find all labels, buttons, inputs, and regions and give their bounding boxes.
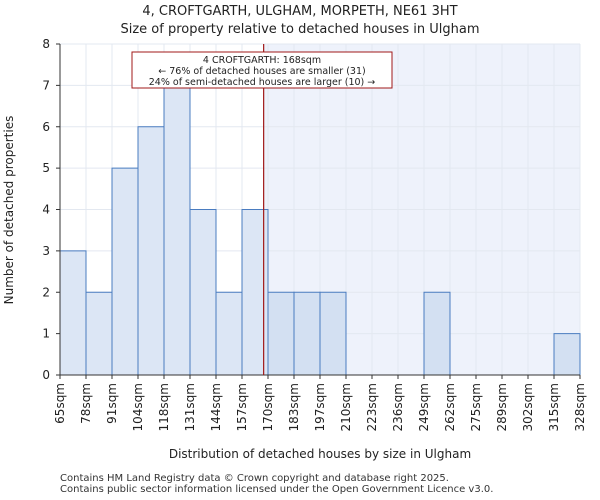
bar-chart: 4, CROFTGARTH, ULGHAM, MORPETH, NE61 3HT… — [2, 4, 587, 461]
bar-5 — [189, 209, 217, 376]
x-tick-label-10: 197sqm — [313, 383, 327, 431]
y-tick-label-1: 1 — [42, 327, 50, 341]
x-tick-label-8: 170sqm — [261, 383, 275, 431]
annotation-line-1: 4 CROFTGARTH: 168sqm — [203, 55, 321, 66]
x-tick-label-18: 302sqm — [521, 383, 535, 431]
annotation-box — [131, 51, 393, 89]
bar-1 — [85, 291, 113, 376]
y-tick-label-2: 2 — [42, 285, 50, 299]
x-tick-label-20: 328sqm — [573, 383, 587, 431]
bar-0 — [59, 250, 87, 376]
bar-9 — [293, 291, 321, 376]
footer: Contains HM Land Registry data © Crown c… — [60, 473, 493, 495]
x-tick-label-1: 78sqm — [79, 383, 93, 424]
bar-3 — [137, 126, 165, 376]
footer-line-1: Contains HM Land Registry data © Crown c… — [60, 473, 449, 484]
annotation-line-3: 24% of semi-detached houses are larger (… — [149, 77, 376, 88]
bar-4 — [163, 84, 191, 376]
x-tick-label-6: 144sqm — [209, 383, 223, 431]
chart-title: 4, CROFTGARTH, ULGHAM, MORPETH, NE61 3HT — [142, 4, 457, 19]
y-tick-label-0: 0 — [42, 368, 50, 382]
bar-10 — [319, 291, 347, 376]
footer-line-2: Contains public sector information licen… — [60, 484, 494, 495]
x-tick-label-13: 236sqm — [391, 383, 405, 431]
x-tick-label-19: 315sqm — [547, 383, 561, 431]
chart-subtitle: Size of property relative to detached ho… — [120, 22, 479, 37]
y-tick-label-3: 3 — [42, 244, 50, 258]
x-tick-label-9: 183sqm — [287, 383, 301, 431]
x-tick-label-12: 223sqm — [365, 383, 379, 431]
x-tick-label-4: 118sqm — [157, 383, 171, 431]
bar-6 — [215, 291, 243, 376]
x-axis-label: Distribution of detached houses by size … — [169, 447, 471, 461]
bar-8 — [267, 291, 295, 376]
x-tick-label-11: 210sqm — [339, 383, 353, 431]
y-tick-label-5: 5 — [42, 161, 50, 175]
bar-14 — [423, 291, 451, 376]
x-tick-label-3: 104sqm — [131, 383, 145, 431]
x-tick-label-7: 157sqm — [235, 383, 249, 431]
x-tick-label-14: 249sqm — [417, 383, 431, 431]
x-tick-label-2: 91sqm — [105, 383, 119, 424]
annotation-line-2: ← 76% of detached houses are smaller (31… — [158, 66, 365, 77]
bar-2 — [111, 167, 139, 376]
bar-19 — [553, 333, 581, 376]
y-tick-label-7: 7 — [42, 78, 50, 92]
y-tick-label-8: 8 — [42, 37, 50, 51]
y-tick-label-6: 6 — [42, 120, 50, 134]
x-tick-label-0: 65sqm — [53, 383, 67, 424]
x-tick-label-17: 289sqm — [495, 383, 509, 431]
y-tick-label-4: 4 — [42, 203, 50, 217]
y-axis-label: Number of detached properties — [2, 116, 16, 305]
x-tick-label-16: 275sqm — [469, 383, 483, 431]
x-tick-label-15: 262sqm — [443, 383, 457, 431]
x-tick-label-5: 131sqm — [183, 383, 197, 431]
